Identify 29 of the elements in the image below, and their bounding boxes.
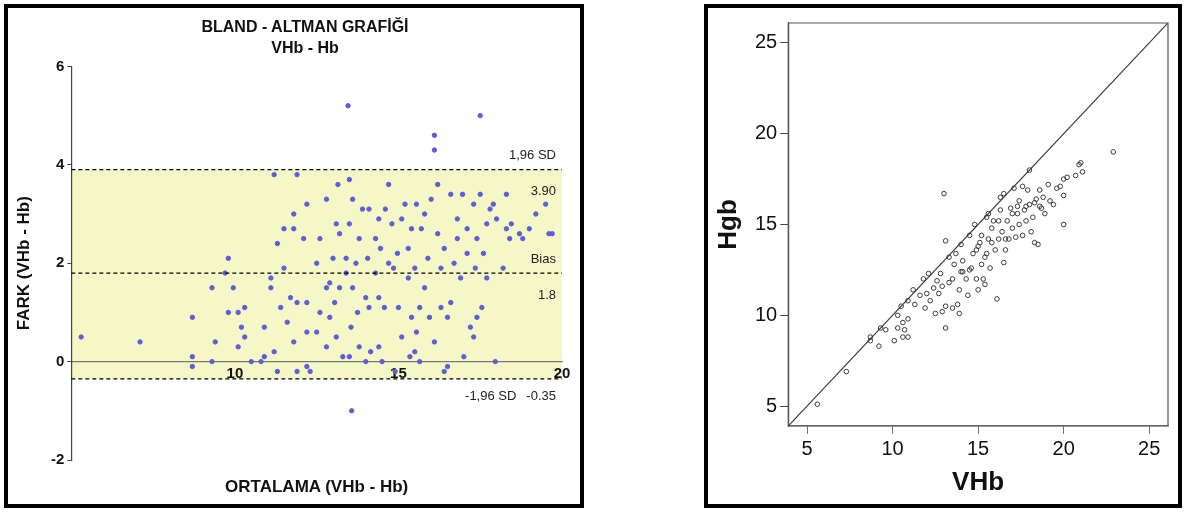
- y-axis-title: FARK (VHb - Hb): [14, 196, 34, 331]
- x-tick-label: 10: [881, 436, 904, 459]
- annotation: -0.35: [526, 388, 556, 404]
- ref-line-label: 1,96 SD: [509, 147, 556, 163]
- chart-title: BLAND - ALTMAN GRAFİĞİ: [201, 17, 409, 36]
- y-tick-label: 6: [55, 56, 65, 74]
- annotation: 3.90: [530, 183, 556, 199]
- y-tick-label: 25: [755, 30, 778, 53]
- ref-line-label: -1,96 SD: [465, 388, 517, 404]
- y-axis-title: Hgb: [712, 199, 743, 250]
- y-tick-label: 5: [766, 393, 778, 416]
- y-tick-label: 10: [755, 302, 778, 325]
- y-tick-label: 2: [55, 253, 65, 271]
- x-axis-title: ORTALAMA (VHb - Hb): [225, 477, 409, 497]
- x-tick-label: 25: [1138, 436, 1161, 459]
- y-tick-label: 20: [755, 121, 778, 144]
- ref-line-label: Bias: [530, 250, 557, 266]
- annotation: 1.8: [537, 286, 556, 302]
- y-tick-label: -2: [50, 450, 65, 468]
- chart-subtitle: VHb - Hb: [271, 39, 339, 57]
- x-axis-title: VHb: [952, 466, 1005, 497]
- x-tick-label: 5: [801, 436, 813, 459]
- x-tick-label: 20: [1052, 436, 1075, 459]
- x-tick-label: 10: [226, 363, 244, 381]
- y-tick-label: 0: [55, 351, 65, 369]
- y-tick-label: 15: [755, 212, 778, 235]
- x-tick-label: 15: [967, 436, 990, 459]
- x-tick-label: 20: [553, 363, 571, 381]
- y-tick-label: 4: [55, 154, 65, 172]
